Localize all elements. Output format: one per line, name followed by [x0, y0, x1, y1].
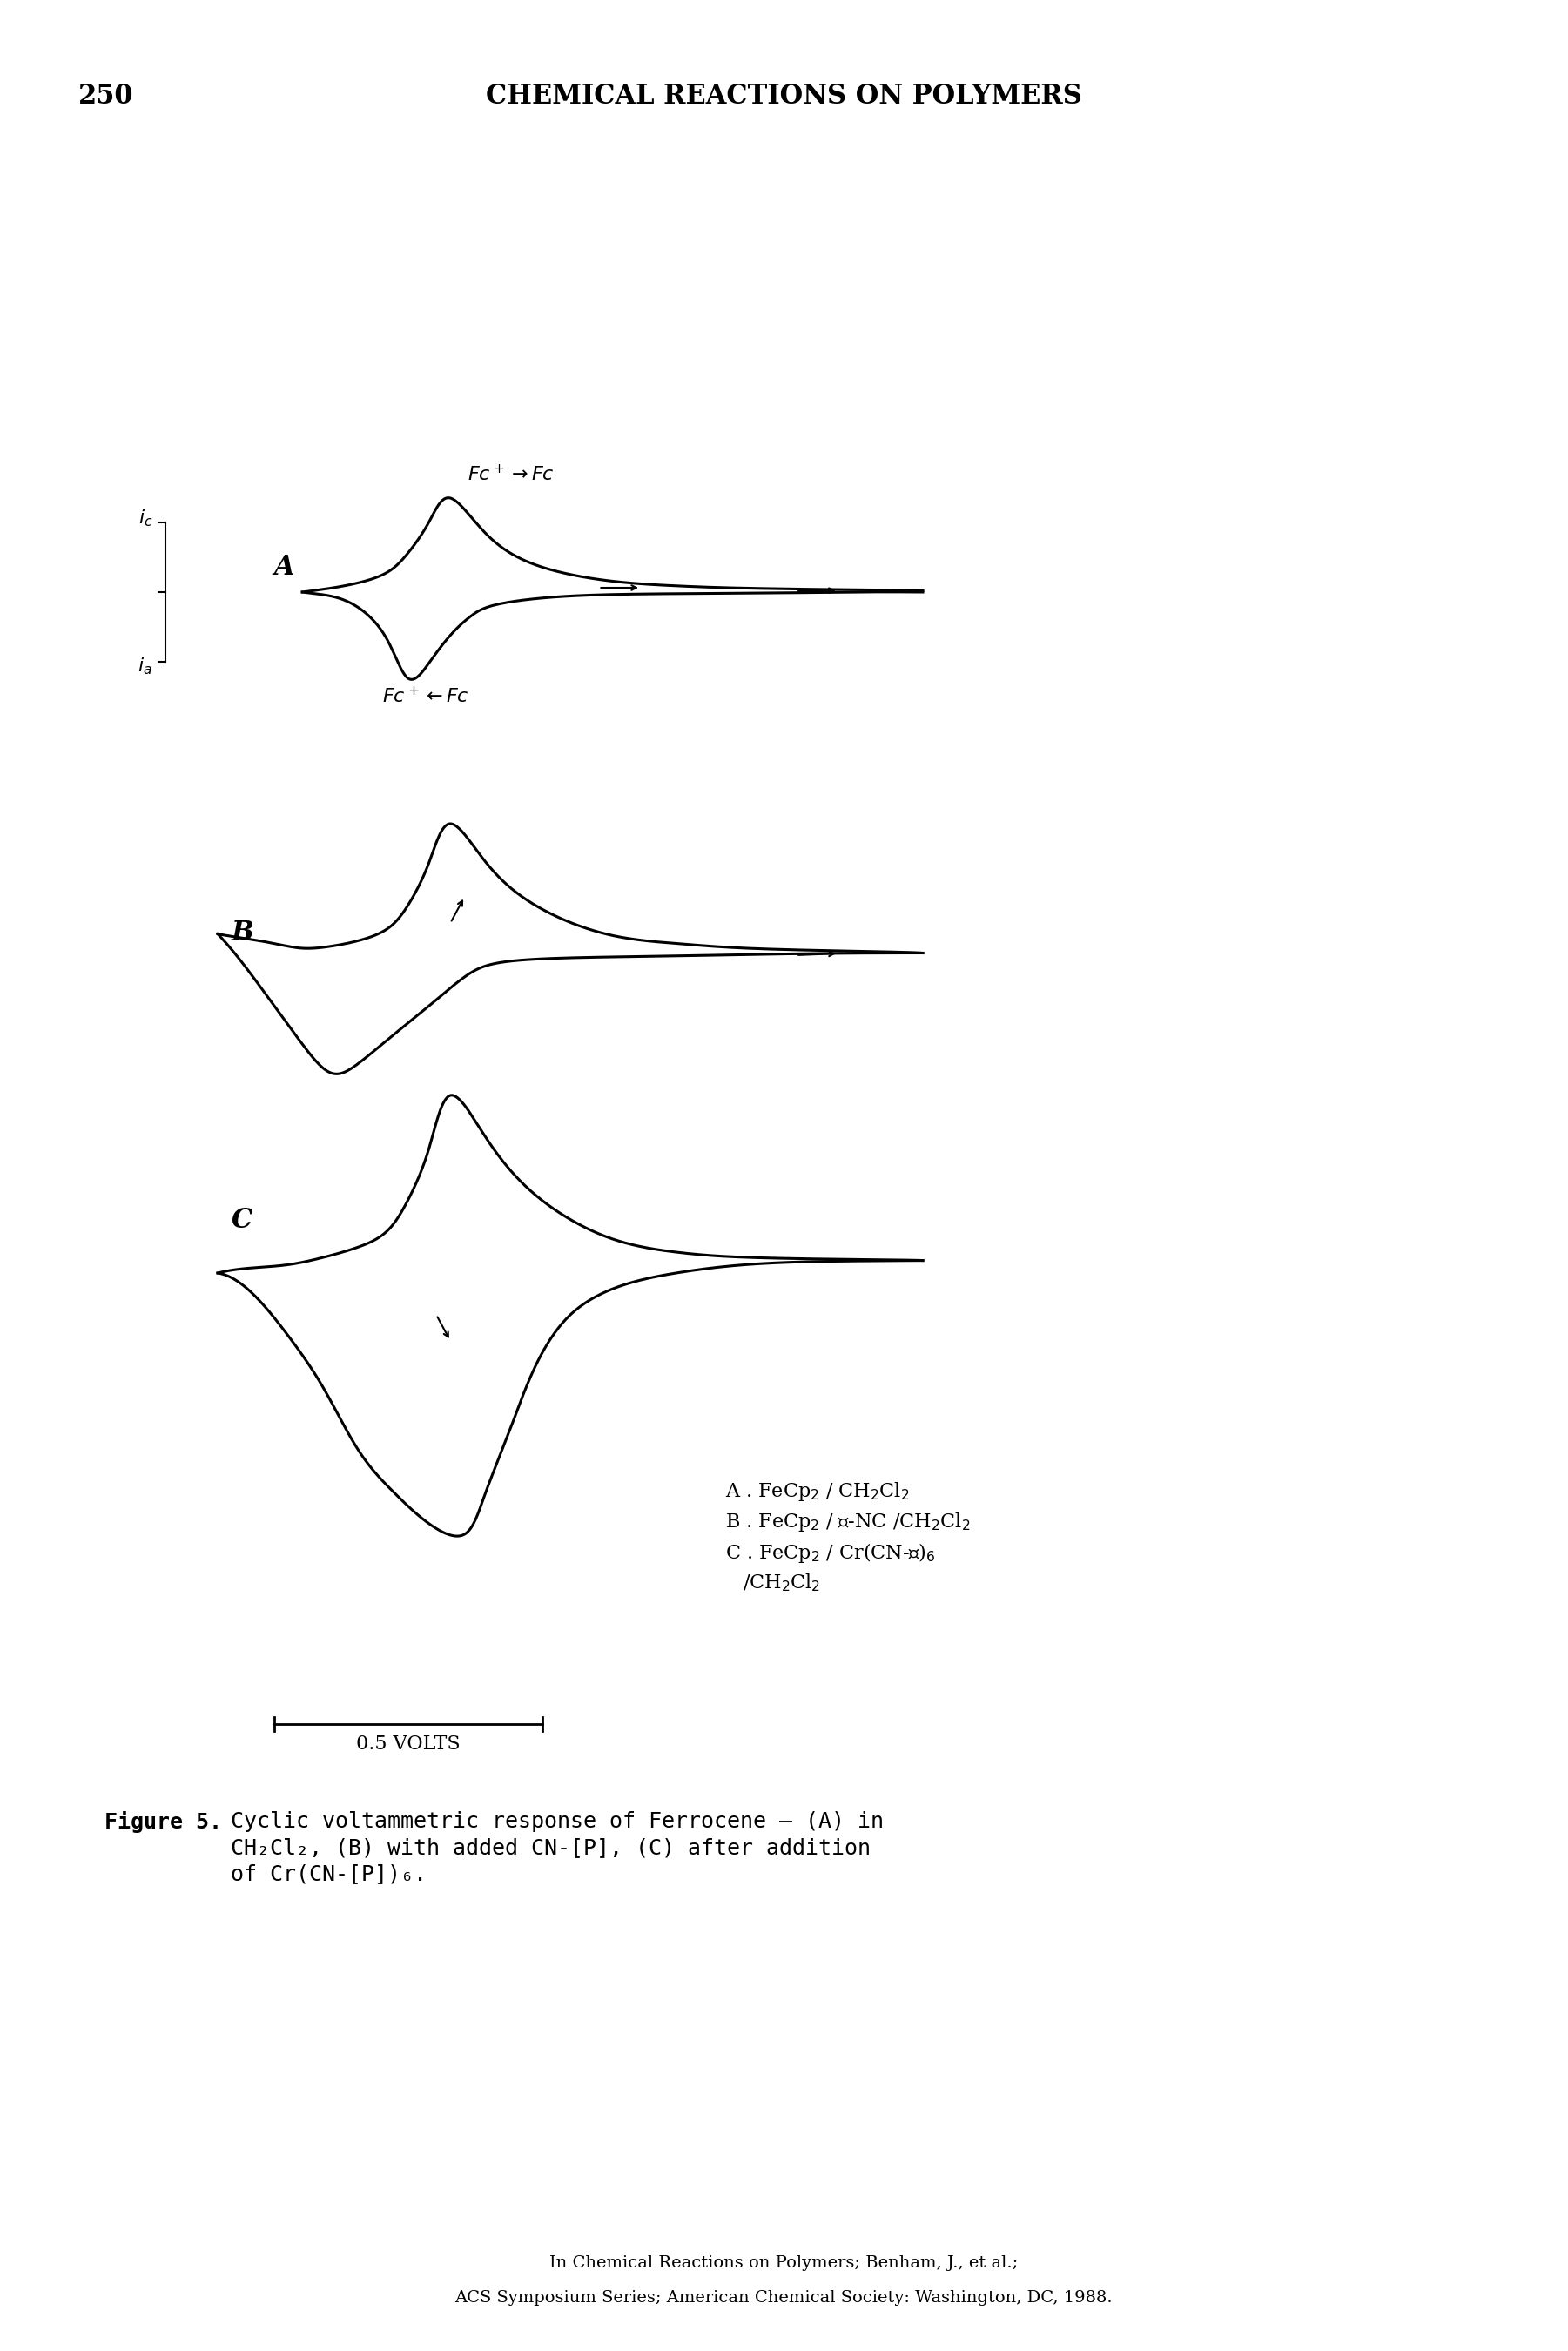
Text: C . FeCp$_2$ / Cr(CN-Ⓟ)$_6$: C . FeCp$_2$ / Cr(CN-Ⓟ)$_6$: [726, 1542, 936, 1566]
Text: B . FeCp$_2$ / Ⓟ-NC /CH$_2$Cl$_2$: B . FeCp$_2$ / Ⓟ-NC /CH$_2$Cl$_2$: [726, 1512, 971, 1533]
Text: Cyclic voltammetric response of Ferrocene – (A) in: Cyclic voltammetric response of Ferrocen…: [230, 1810, 884, 1831]
Text: /CH$_2$Cl$_2$: /CH$_2$Cl$_2$: [743, 1573, 820, 1594]
Text: $Fc^+ \rightarrow Fc$: $Fc^+ \rightarrow Fc$: [467, 465, 555, 484]
Text: CH₂Cl₂, (B) with added CN-[P], (C) after addition: CH₂Cl₂, (B) with added CN-[P], (C) after…: [230, 1836, 870, 1857]
Text: $i_a$: $i_a$: [138, 656, 152, 677]
Text: In Chemical Reactions on Polymers; Benham, J., et al.;: In Chemical Reactions on Polymers; Benha…: [549, 2255, 1018, 2271]
Text: 250: 250: [78, 82, 133, 110]
Text: CHEMICAL REACTIONS ON POLYMERS: CHEMICAL REACTIONS ON POLYMERS: [486, 82, 1082, 110]
Text: 0.5 VOLTS: 0.5 VOLTS: [356, 1735, 459, 1754]
Text: Figure 5.: Figure 5.: [105, 1810, 223, 1834]
Text: C: C: [232, 1206, 252, 1234]
Text: A: A: [274, 555, 295, 581]
Text: $Fc^+ \leftarrow Fc$: $Fc^+ \leftarrow Fc$: [383, 686, 469, 708]
Text: of Cr(CN-[P])₆.: of Cr(CN-[P])₆.: [230, 1864, 426, 1883]
Text: $i_c$: $i_c$: [138, 508, 152, 529]
Text: A . FeCp$_2$ / CH$_2$Cl$_2$: A . FeCp$_2$ / CH$_2$Cl$_2$: [726, 1481, 909, 1502]
Text: ACS Symposium Series; American Chemical Society: Washington, DC, 1988.: ACS Symposium Series; American Chemical …: [455, 2290, 1113, 2306]
Text: B: B: [232, 919, 254, 947]
